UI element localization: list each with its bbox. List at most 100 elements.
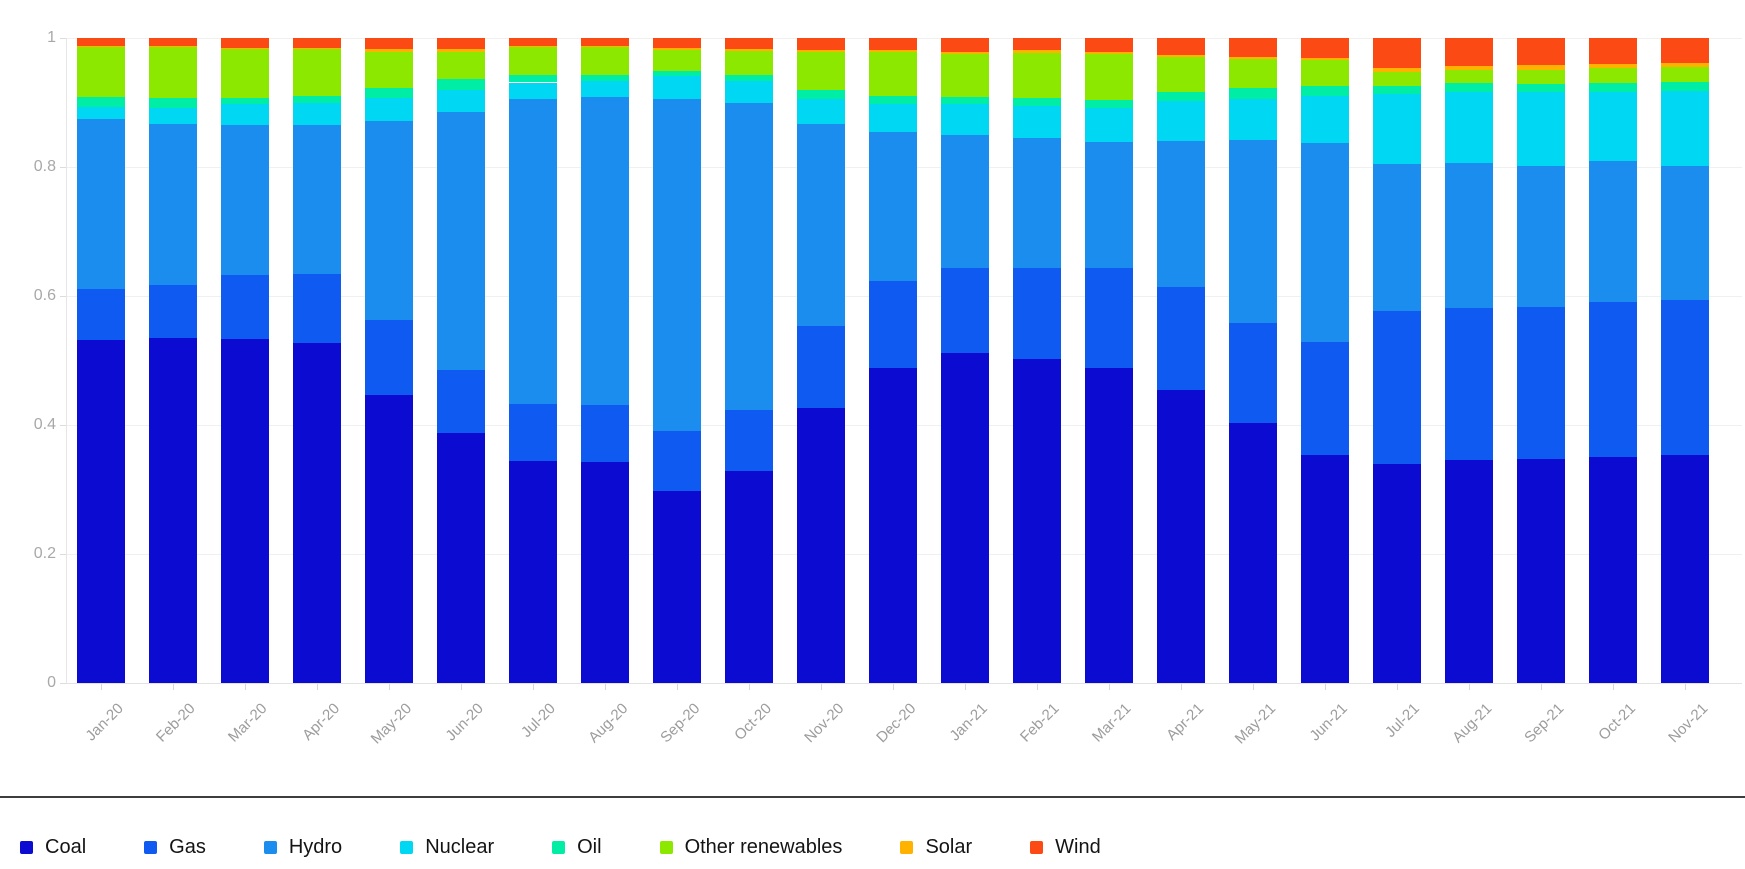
bar-segment-coal[interactable] bbox=[77, 339, 125, 683]
bar-segment-solar[interactable] bbox=[1589, 63, 1637, 69]
bar-segment-hydro[interactable] bbox=[77, 118, 125, 289]
bar-segment-coal[interactable] bbox=[1373, 463, 1421, 683]
bar-segment-coal[interactable] bbox=[1445, 459, 1493, 683]
bar-segment-other-renewables[interactable] bbox=[1085, 54, 1133, 100]
bar-segment-coal[interactable] bbox=[1085, 367, 1133, 683]
bar-segment-gas[interactable] bbox=[1301, 342, 1349, 455]
bar-segment-nuclear[interactable] bbox=[725, 81, 773, 104]
bar-segment-oil[interactable] bbox=[77, 97, 125, 107]
bar-segment-wind[interactable] bbox=[437, 38, 485, 49]
legend-item-wind[interactable]: Wind bbox=[1030, 836, 1101, 858]
bar-segment-gas[interactable] bbox=[1445, 308, 1493, 460]
bar-segment-other-renewables[interactable] bbox=[653, 49, 701, 71]
bar-segment-coal[interactable] bbox=[293, 343, 341, 683]
bar-segment-wind[interactable] bbox=[1301, 38, 1349, 58]
bar-segment-solar[interactable] bbox=[77, 45, 125, 48]
bar-segment-solar[interactable] bbox=[1085, 51, 1133, 55]
bar-segment-nuclear[interactable] bbox=[1229, 98, 1277, 140]
bar-segment-hydro[interactable] bbox=[509, 99, 557, 404]
bar-segment-wind[interactable] bbox=[725, 38, 773, 49]
legend-item-hydro[interactable]: Hydro bbox=[263, 836, 342, 858]
bar-segment-wind[interactable] bbox=[365, 38, 413, 49]
bar-segment-nuclear[interactable] bbox=[1517, 92, 1565, 167]
bar-segment-solar[interactable] bbox=[1013, 50, 1061, 53]
bar-segment-hydro[interactable] bbox=[869, 132, 917, 281]
bar-segment-coal[interactable] bbox=[149, 337, 197, 683]
bar-segment-solar[interactable] bbox=[797, 49, 845, 52]
bar-segment-coal[interactable] bbox=[653, 491, 701, 683]
bar-segment-other-renewables[interactable] bbox=[1373, 72, 1421, 87]
bar-segment-oil[interactable] bbox=[221, 97, 269, 105]
bar-segment-other-renewables[interactable] bbox=[437, 51, 485, 80]
bar-segment-solar[interactable] bbox=[1229, 56, 1277, 59]
bar-segment-oil[interactable] bbox=[797, 89, 845, 100]
bar-segment-coal[interactable] bbox=[509, 461, 557, 683]
legend-item-other-renewables[interactable]: Other renewables bbox=[659, 836, 842, 858]
legend-item-nuclear[interactable]: Nuclear bbox=[400, 836, 494, 858]
bar-segment-hydro[interactable] bbox=[1445, 163, 1493, 309]
bar-segment-hydro[interactable] bbox=[149, 123, 197, 286]
bar-segment-oil[interactable] bbox=[509, 74, 557, 83]
bar-segment-hydro[interactable] bbox=[1589, 161, 1637, 302]
bar-segment-hydro[interactable] bbox=[221, 125, 269, 275]
bar-segment-nuclear[interactable] bbox=[1589, 91, 1637, 162]
bar-segment-other-renewables[interactable] bbox=[1229, 58, 1277, 89]
bar-segment-hydro[interactable] bbox=[1517, 166, 1565, 307]
bar-segment-nuclear[interactable] bbox=[1301, 96, 1349, 144]
bar-segment-hydro[interactable] bbox=[725, 103, 773, 410]
bar-segment-wind[interactable] bbox=[1589, 38, 1637, 64]
bar-segment-other-renewables[interactable] bbox=[941, 54, 989, 98]
bar-segment-nuclear[interactable] bbox=[581, 81, 629, 98]
bar-segment-coal[interactable] bbox=[365, 394, 413, 683]
bar-segment-wind[interactable] bbox=[293, 38, 341, 48]
bar-segment-coal[interactable] bbox=[581, 461, 629, 683]
bar-segment-wind[interactable] bbox=[1517, 38, 1565, 66]
bar-segment-solar[interactable] bbox=[581, 45, 629, 48]
bar-segment-coal[interactable] bbox=[221, 339, 269, 683]
bar-segment-hydro[interactable] bbox=[437, 111, 485, 370]
bar-segment-hydro[interactable] bbox=[1157, 141, 1205, 287]
bar-segment-other-renewables[interactable] bbox=[1157, 57, 1205, 92]
bar-segment-other-renewables[interactable] bbox=[581, 47, 629, 75]
bar-segment-oil[interactable] bbox=[1589, 83, 1637, 92]
bar-segment-wind[interactable] bbox=[1373, 38, 1421, 69]
bar-segment-nuclear[interactable] bbox=[1661, 90, 1709, 167]
bar-segment-other-renewables[interactable] bbox=[509, 47, 557, 75]
bar-segment-nuclear[interactable] bbox=[365, 97, 413, 122]
bar-segment-wind[interactable] bbox=[1445, 38, 1493, 67]
bar-segment-oil[interactable] bbox=[941, 97, 989, 105]
bar-segment-gas[interactable] bbox=[653, 431, 701, 492]
bar-segment-nuclear[interactable] bbox=[1157, 100, 1205, 142]
bar-segment-other-renewables[interactable] bbox=[797, 51, 845, 90]
bar-segment-oil[interactable] bbox=[293, 96, 341, 104]
bar-segment-wind[interactable] bbox=[1229, 38, 1277, 57]
bar-segment-oil[interactable] bbox=[1229, 88, 1277, 99]
bar-segment-coal[interactable] bbox=[941, 353, 989, 683]
bar-segment-solar[interactable] bbox=[1301, 57, 1349, 60]
bar-segment-gas[interactable] bbox=[149, 285, 197, 338]
bar-segment-solar[interactable] bbox=[653, 47, 701, 50]
bar-segment-hydro[interactable] bbox=[1373, 163, 1421, 312]
bar-segment-wind[interactable] bbox=[221, 38, 269, 48]
bar-segment-gas[interactable] bbox=[1085, 268, 1133, 368]
bar-segment-gas[interactable] bbox=[293, 274, 341, 344]
bar-segment-coal[interactable] bbox=[437, 432, 485, 683]
bar-segment-other-renewables[interactable] bbox=[149, 47, 197, 98]
bar-segment-solar[interactable] bbox=[869, 50, 917, 53]
bar-segment-nuclear[interactable] bbox=[1445, 91, 1493, 164]
bar-segment-oil[interactable] bbox=[149, 97, 197, 109]
bar-segment-other-renewables[interactable] bbox=[77, 47, 125, 98]
bar-segment-other-renewables[interactable] bbox=[1517, 69, 1565, 84]
bar-segment-oil[interactable] bbox=[1301, 86, 1349, 97]
bar-segment-hydro[interactable] bbox=[1661, 166, 1709, 300]
bar-segment-solar[interactable] bbox=[221, 47, 269, 49]
bar-segment-gas[interactable] bbox=[1517, 306, 1565, 459]
bar-segment-wind[interactable] bbox=[653, 38, 701, 48]
bar-segment-nuclear[interactable] bbox=[1373, 94, 1421, 164]
legend-item-solar[interactable]: Solar bbox=[900, 836, 972, 858]
legend-item-gas[interactable]: Gas bbox=[144, 836, 206, 858]
bar-segment-oil[interactable] bbox=[653, 70, 701, 77]
bar-segment-solar[interactable] bbox=[1373, 68, 1421, 73]
bar-segment-wind[interactable] bbox=[581, 38, 629, 46]
bar-segment-other-renewables[interactable] bbox=[725, 50, 773, 76]
